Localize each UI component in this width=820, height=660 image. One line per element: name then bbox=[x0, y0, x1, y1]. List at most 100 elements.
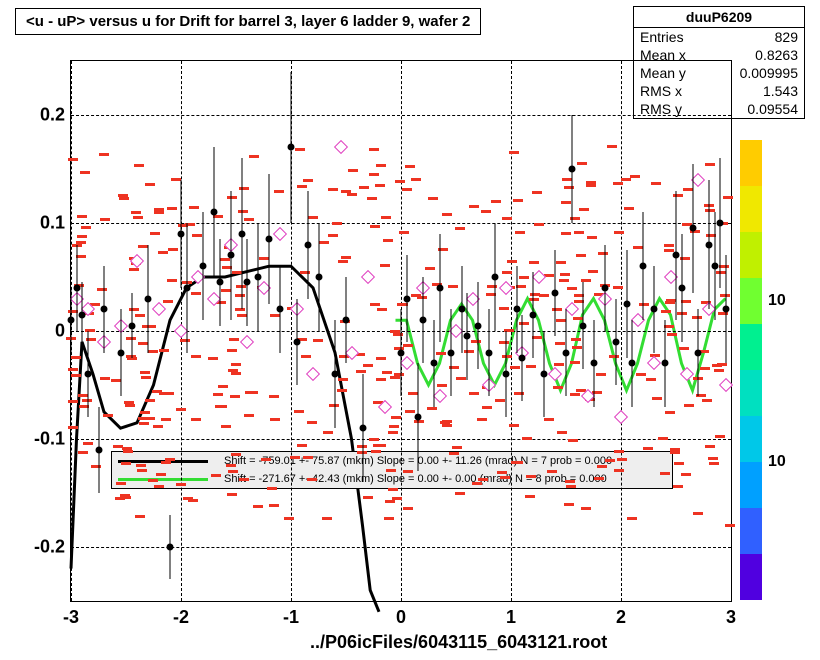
heatmap-bin bbox=[500, 476, 510, 479]
profile-point bbox=[640, 263, 647, 270]
heatmap-bin bbox=[586, 181, 596, 184]
profile-point bbox=[403, 295, 410, 302]
heatmap-bin bbox=[231, 363, 241, 366]
heatmap-bin bbox=[115, 497, 125, 500]
heatmap-bin bbox=[369, 148, 379, 151]
heatmap-bin bbox=[138, 342, 148, 345]
heatmap-bin bbox=[376, 357, 386, 360]
heatmap-bin bbox=[119, 197, 129, 200]
heatmap-bin bbox=[228, 369, 238, 372]
profile-point bbox=[717, 220, 724, 227]
heatmap-bin bbox=[405, 165, 415, 168]
heatmap-bin bbox=[68, 368, 78, 371]
heatmap-bin bbox=[167, 279, 177, 282]
heatmap-bin bbox=[440, 421, 450, 424]
profile-point bbox=[695, 349, 702, 356]
heatmap-bin bbox=[526, 475, 536, 478]
heatmap-bin bbox=[100, 218, 110, 221]
heatmap-bin bbox=[456, 377, 466, 380]
heatmap-bin bbox=[411, 178, 421, 181]
heatmap-bin bbox=[495, 399, 505, 402]
heatmap-bin bbox=[673, 485, 683, 488]
heatmap-bin bbox=[322, 517, 332, 520]
heatmap-bin bbox=[572, 346, 582, 349]
file-path-label: ../P06icFiles/6043115_6043121.root bbox=[310, 632, 607, 653]
heatmap-bin bbox=[123, 450, 133, 453]
profile-point bbox=[519, 355, 526, 362]
heatmap-bin bbox=[121, 462, 131, 465]
heatmap-bin bbox=[161, 461, 171, 464]
profile-point bbox=[579, 322, 586, 329]
heatmap-bin bbox=[134, 164, 144, 167]
heatmap-bin bbox=[723, 196, 733, 199]
profile-point bbox=[211, 209, 218, 216]
heatmap-bin bbox=[388, 488, 398, 491]
heatmap-bin bbox=[176, 483, 186, 486]
heatmap-bin bbox=[135, 515, 145, 518]
heatmap-bin bbox=[370, 225, 380, 228]
y-tick-label: 0.1 bbox=[40, 213, 65, 234]
heatmap-bin bbox=[532, 336, 542, 339]
profile-point bbox=[277, 306, 284, 313]
heatmap-bin bbox=[244, 414, 254, 417]
heatmap-bin bbox=[482, 406, 492, 409]
profile-point bbox=[568, 166, 575, 173]
profile-point bbox=[513, 306, 520, 313]
heatmap-bin bbox=[213, 393, 223, 396]
heatmap-bin bbox=[253, 505, 263, 508]
heatmap-bin bbox=[576, 254, 586, 257]
heatmap-bin bbox=[125, 404, 135, 407]
heatmap-bin bbox=[270, 418, 280, 421]
heatmap-bin bbox=[141, 376, 151, 379]
profile-point bbox=[436, 284, 443, 291]
profile-point bbox=[491, 274, 498, 281]
heatmap-bin bbox=[560, 273, 570, 276]
heatmap-bin bbox=[191, 292, 201, 295]
heatmap-bin bbox=[71, 374, 81, 377]
heatmap-bin bbox=[215, 405, 225, 408]
heatmap-bin bbox=[636, 373, 646, 376]
heatmap-bin bbox=[154, 211, 164, 214]
heatmap-bin bbox=[411, 294, 421, 297]
heatmap-bin bbox=[131, 211, 141, 214]
heatmap-bin bbox=[613, 286, 623, 289]
heatmap-bin bbox=[300, 271, 310, 274]
heatmap-bin bbox=[140, 371, 150, 374]
profile-point bbox=[145, 295, 152, 302]
heatmap-bin bbox=[76, 241, 86, 244]
heatmap-bin bbox=[382, 371, 392, 374]
x-tick-label: 2 bbox=[616, 607, 626, 628]
plot-title: <u - uP> versus u for Drift for barrel 3… bbox=[15, 8, 481, 35]
heatmap-bin bbox=[455, 227, 465, 230]
heatmap-bin bbox=[681, 473, 691, 476]
heatmap-bin bbox=[385, 500, 395, 503]
heatmap-bin bbox=[227, 196, 237, 199]
profile-point bbox=[167, 544, 174, 551]
heatmap-bin bbox=[189, 206, 199, 209]
profile-point bbox=[95, 446, 102, 453]
heatmap-bin bbox=[436, 352, 446, 355]
profile-point bbox=[502, 371, 509, 378]
heatmap-bin bbox=[319, 241, 329, 244]
heatmap-bin bbox=[347, 193, 357, 196]
profile-point bbox=[689, 225, 696, 232]
profile-point bbox=[662, 360, 669, 367]
heatmap-bin bbox=[487, 285, 497, 288]
heatmap-bin bbox=[586, 184, 596, 187]
heatmap-bin bbox=[502, 355, 512, 358]
profile-point bbox=[530, 311, 537, 318]
x-tick-label: 3 bbox=[726, 607, 736, 628]
fit-legend-row: Shift = -759.01 +- 75.87 (mkm) Slope = 0… bbox=[112, 452, 672, 470]
heatmap-bin bbox=[145, 183, 155, 186]
profile-point bbox=[414, 414, 421, 421]
heatmap-bin bbox=[367, 197, 377, 200]
heatmap-bin bbox=[395, 180, 405, 183]
heatmap-bin bbox=[588, 270, 598, 273]
profile-point bbox=[673, 252, 680, 259]
heatmap-bin bbox=[565, 480, 575, 483]
heatmap-bin bbox=[515, 231, 525, 234]
heatmap-bin bbox=[497, 471, 507, 474]
heatmap-bin bbox=[376, 164, 386, 167]
heatmap-bin bbox=[547, 470, 557, 473]
profile-point bbox=[552, 290, 559, 297]
